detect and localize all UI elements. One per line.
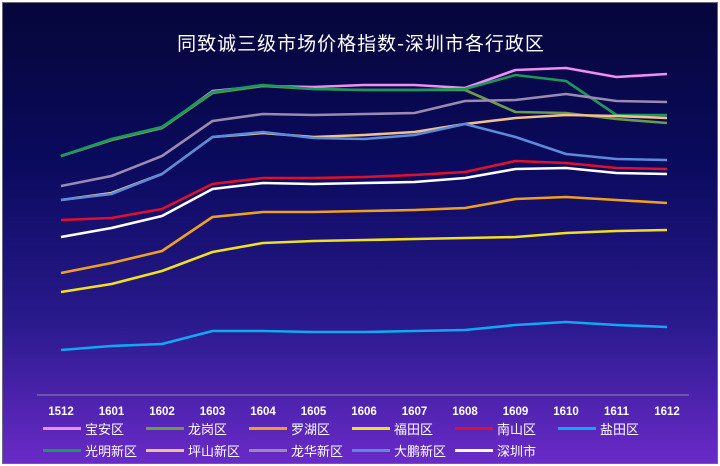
legend-label: 大鹏新区 [394,444,447,460]
legend-swatch [455,426,493,430]
legend-label: 盐田区 [600,422,640,438]
legend-swatch [43,426,81,430]
legend-swatch [146,448,184,452]
series-layer [60,66,668,352]
series-line-5 [60,320,668,352]
legend-item: 罗湖区 [249,419,352,438]
legend-label: 南山区 [497,422,537,438]
legend-item: 龙岗区 [146,419,249,438]
series-line-3 [60,228,668,294]
legend-swatch [146,426,184,430]
legend-label: 罗湖区 [291,422,331,438]
legend: 宝安区 龙岗区 罗湖区 福田区 南山区 盐田区光明新区 坪山新区 龙华新区 大鹏新区 深圳市 [43,417,703,461]
legend-swatch [352,426,390,430]
legend-label: 坪山新区 [188,444,241,460]
legend-label: 宝安区 [85,422,125,438]
legend-swatch [352,448,390,452]
series-line-0 [60,66,668,158]
legend-item: 大鹏新区 [352,441,455,460]
legend-swatch [249,448,287,452]
series-line-8 [60,92,668,188]
x-tick-label: 1512 [48,406,74,418]
legend-label: 深圳市 [497,444,537,460]
legend-item: 光明新区 [43,441,146,460]
series-line-10 [60,166,668,239]
series-line-9 [60,122,668,202]
x-tick-label: 1601 [99,406,125,418]
legend-label: 龙华新区 [291,444,344,460]
x-tick-label: 1609 [503,406,529,418]
series-line-2 [60,195,668,275]
legend-item: 宝安区 [43,419,146,438]
legend-swatch [43,448,81,452]
x-tick-labels: 1512 1601 1602 1603 1604 1605 1606 1607 1608 1609… [48,406,680,418]
x-tick-label: 1603 [200,406,226,418]
series-line-6 [60,73,667,158]
x-tick-label: 1605 [301,406,327,418]
legend-row: 光明新区 坪山新区 龙华新区 大鹏新区 深圳市 [43,439,703,461]
chart-title: 同致诚三级市场价格指数-深圳市各行政区 [177,33,545,55]
legend-label: 福田区 [394,422,434,438]
x-tick-label: 1604 [250,406,276,418]
legend-item: 南山区 [455,419,558,438]
legend-item: 盐田区 [558,419,661,438]
legend-label: 龙岗区 [188,422,228,438]
legend-swatch [455,448,493,452]
legend-label: 光明新区 [85,444,138,460]
x-tick-label: 1607 [402,406,428,418]
legend-swatch [558,426,596,430]
x-tick-label: 1608 [452,406,478,418]
series-line-4 [60,159,668,222]
legend-item: 福田区 [352,419,455,438]
x-tick-label: 1611 [604,406,630,418]
plot-area: 1512 1601 1602 1603 1604 1605 1606 1607 1608 1609… [37,66,689,418]
x-tick-label: 1612 [654,406,680,418]
legend-item: 龙华新区 [249,441,352,460]
x-tick-label: 1606 [351,406,377,418]
legend-swatch [249,426,287,430]
x-tick-label: 1602 [149,406,175,418]
x-tick-label: 1610 [553,406,579,418]
series-line-7 [60,113,668,202]
legend-item: 深圳市 [455,441,558,460]
legend-item: 坪山新区 [146,441,249,460]
legend-row: 宝安区 龙岗区 罗湖区 福田区 南山区 盐田区 [43,417,703,439]
